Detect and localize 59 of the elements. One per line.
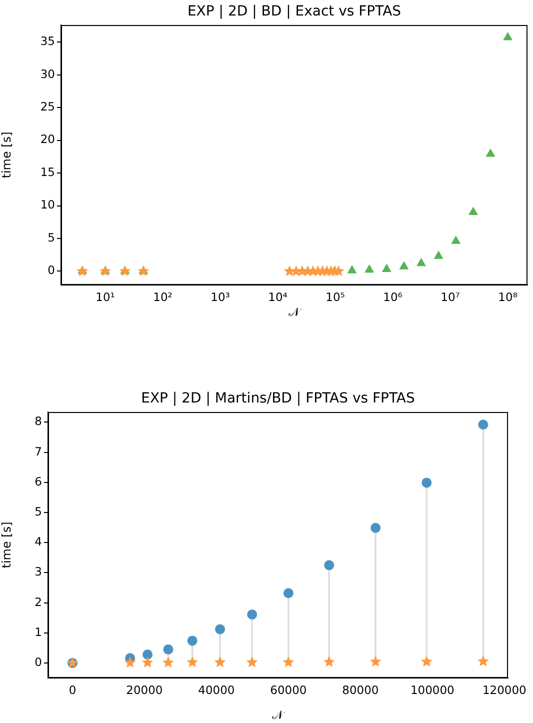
chart-title: EXP | 2D | Martins/BD | FPTAS vs FPTAS bbox=[141, 390, 416, 407]
point bbox=[370, 656, 382, 667]
y-tick-label: 35 bbox=[40, 34, 55, 48]
x-tick-label: 10⁶ bbox=[383, 290, 403, 304]
point bbox=[478, 420, 488, 430]
point bbox=[323, 656, 335, 667]
y-axis-title: time [s] bbox=[0, 522, 14, 568]
y-tick-label: 20 bbox=[40, 132, 55, 146]
point bbox=[420, 656, 432, 667]
y-tick-label: 25 bbox=[40, 100, 55, 114]
x-tick-label: 0 bbox=[68, 682, 76, 697]
y-tick-label: 5 bbox=[48, 230, 55, 244]
point bbox=[163, 644, 174, 654]
y-tick-label: 4 bbox=[34, 534, 42, 549]
x-tick-label: 60000 bbox=[270, 682, 307, 697]
y-tick-label: 10 bbox=[40, 198, 55, 212]
x-tick-label: 10⁸ bbox=[498, 290, 518, 304]
x-tick-label: 120000 bbox=[482, 682, 526, 697]
y-tick-label: 2 bbox=[34, 594, 42, 609]
point bbox=[247, 610, 258, 620]
x-tick-label: 10² bbox=[153, 290, 172, 304]
x-tick-label: 10⁵ bbox=[326, 290, 346, 304]
point bbox=[162, 656, 174, 668]
point bbox=[186, 656, 198, 668]
y-axis-title: time [s] bbox=[0, 132, 14, 178]
point bbox=[214, 656, 226, 668]
x-axis-title: 𝒩 bbox=[272, 708, 286, 722]
x-tick-label: 100000 bbox=[410, 682, 454, 697]
y-tick-label: 15 bbox=[40, 164, 55, 179]
y-tick-label: 1 bbox=[34, 624, 42, 639]
y-tick-label: 0 bbox=[34, 654, 42, 669]
y-tick-label: 5 bbox=[34, 504, 42, 518]
point bbox=[477, 655, 489, 666]
x-tick-label: 10³ bbox=[210, 290, 230, 304]
point bbox=[142, 650, 153, 660]
y-tick-label: 6 bbox=[34, 474, 42, 488]
x-tick-label: 40000 bbox=[198, 682, 235, 697]
x-tick-label: 20000 bbox=[126, 682, 163, 697]
point bbox=[246, 656, 258, 668]
y-tick-label: 30 bbox=[40, 66, 55, 81]
point bbox=[324, 560, 334, 570]
x-tick-label: 80000 bbox=[342, 682, 379, 697]
x-tick-label: 10⁴ bbox=[268, 290, 288, 304]
point bbox=[282, 656, 294, 668]
y-tick-label: 0 bbox=[48, 263, 55, 278]
point bbox=[142, 656, 154, 668]
chart-title: EXP | 2D | BD | Exact vs FPTAS bbox=[187, 4, 402, 20]
point bbox=[124, 656, 136, 668]
point bbox=[283, 588, 294, 598]
point bbox=[215, 624, 226, 634]
point bbox=[422, 478, 432, 488]
x-axis-title: 𝒩 bbox=[288, 304, 302, 319]
point bbox=[187, 636, 198, 646]
point bbox=[370, 522, 381, 533]
x-tick-label: 10⁷ bbox=[440, 290, 460, 304]
x-tick-label: 10¹ bbox=[96, 290, 115, 304]
y-tick-label: 8 bbox=[34, 414, 42, 428]
y-tick-label: 7 bbox=[34, 444, 42, 458]
y-tick-label: 3 bbox=[34, 564, 42, 579]
